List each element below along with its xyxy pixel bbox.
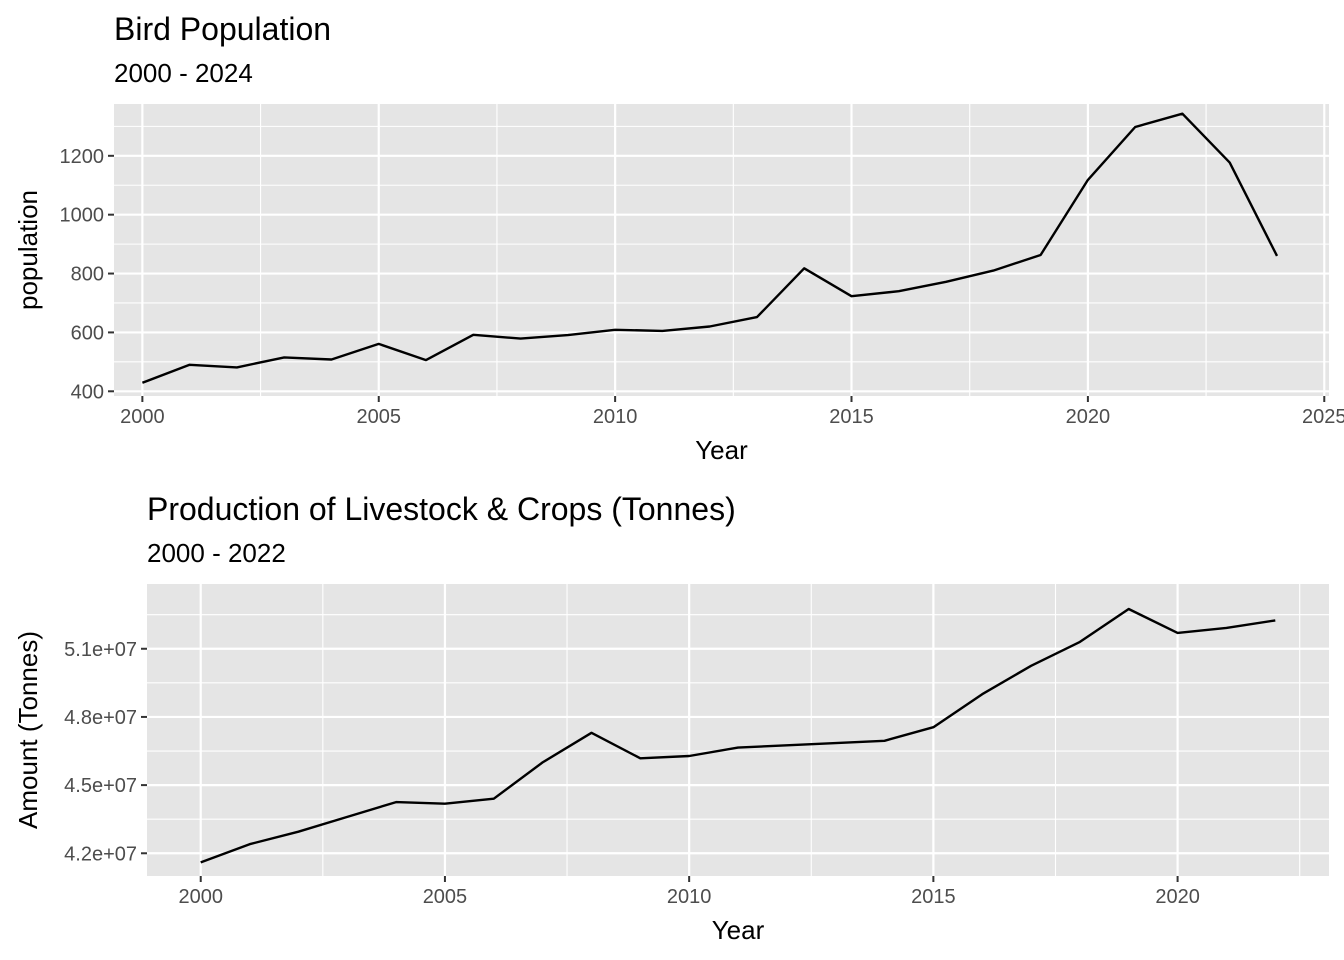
plot-panel (147, 584, 1329, 876)
x-tick-label: 2000 (178, 886, 223, 908)
x-tick-label: 2000 (120, 406, 165, 428)
series-line (200, 607, 1276, 864)
y-tick-label: 4.8e+07 (64, 707, 137, 729)
y-tick-label: 4.2e+07 (64, 843, 137, 865)
axes: 2000 2005 2010 2015 2020 4.2e+07 4.5e+07 4.8e+0… (64, 639, 1200, 908)
x-tick-label: 2025 (1302, 406, 1344, 428)
grid-lines (147, 584, 1329, 876)
grid-lines (114, 104, 1329, 396)
y-tick-label: 600 (71, 322, 104, 344)
y-axis-title: population (13, 190, 43, 310)
x-tick-label: 2005 (356, 406, 401, 428)
y-tick-label: 4.5e+07 (64, 775, 137, 797)
bird-population-chart: Bird Population 2000 - 2024 2000 2005 2010… (13, 11, 1344, 465)
y-tick-label: 1200 (60, 146, 105, 168)
chart-title: Production of Livestock & Crops (Tonnes) (147, 491, 736, 527)
y-tick-label: 400 (71, 381, 104, 403)
x-tick-label: 2015 (911, 886, 956, 908)
x-tick-label: 2020 (1155, 886, 1200, 908)
chart-subtitle: 2000 - 2024 (114, 58, 253, 88)
x-tick-label: 2005 (423, 886, 468, 908)
data-marks (141, 112, 1279, 384)
x-tick-label: 2020 (1066, 406, 1111, 428)
x-tick-label: 2015 (829, 406, 874, 428)
y-axis-title: Amount (Tonnes) (13, 631, 43, 829)
x-axis-title: Year (712, 915, 765, 945)
x-tick-label: 2010 (593, 406, 638, 428)
axes: 2000 2005 2010 2015 2020 2025 400 600 800 1000 120… (60, 146, 1344, 428)
y-tick-label: 800 (71, 264, 104, 286)
chart-subtitle: 2000 - 2022 (147, 538, 286, 568)
y-tick-label: 1000 (60, 205, 105, 227)
series-line (141, 112, 1279, 384)
y-tick-label: 5.1e+07 (64, 639, 137, 661)
x-tick-label: 2010 (667, 886, 712, 908)
data-marks (200, 607, 1276, 864)
plot-panel (114, 104, 1329, 396)
x-axis-title: Year (695, 435, 748, 465)
chart-title: Bird Population (114, 11, 331, 47)
production-chart: Production of Livestock & Crops (Tonnes)… (13, 491, 1329, 945)
